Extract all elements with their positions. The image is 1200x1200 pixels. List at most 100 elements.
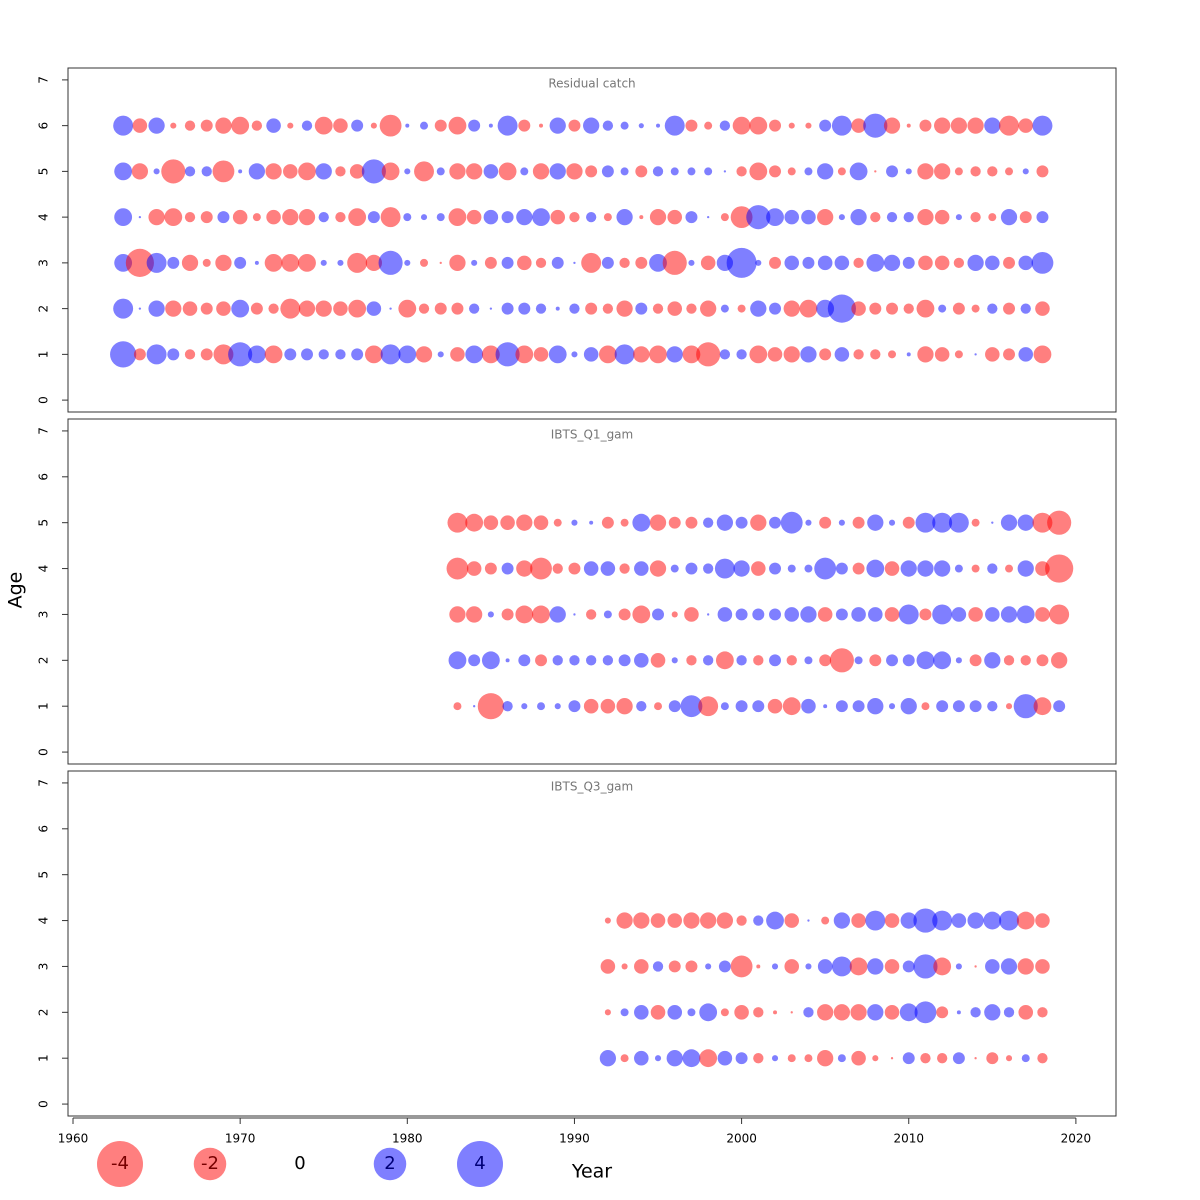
residual-bubble (649, 560, 667, 577)
residual-bubble (1017, 958, 1034, 975)
residual-bubble (212, 160, 235, 183)
residual-bubble (898, 604, 919, 625)
residual-bubble (750, 300, 767, 317)
residual-bubble (886, 211, 898, 223)
residual-bubble (685, 119, 698, 132)
residual-bubble (804, 564, 813, 573)
residual-bubble (682, 345, 701, 364)
residual-bubble (1047, 510, 1072, 535)
residual-bubble (500, 515, 515, 530)
residual-bubble (184, 211, 196, 223)
residual-bubble (420, 258, 429, 267)
residual-bubble (936, 700, 949, 713)
residual-bubble (720, 213, 729, 222)
residual-bubble (501, 608, 514, 621)
residual-bubble (586, 609, 597, 620)
residual-bubble (687, 167, 696, 176)
residual-bubble (700, 912, 717, 929)
residual-bubble (682, 1049, 701, 1068)
residual-bubble (639, 215, 644, 220)
residual-bubble (550, 209, 566, 225)
residual-bubble (365, 254, 383, 272)
y-tick-label: 4 (37, 917, 51, 925)
residual-bubble (234, 256, 247, 269)
residual-bubble (600, 959, 616, 974)
residual-bubble (465, 513, 484, 532)
residual-bubble (264, 253, 283, 272)
x-axis-label: Year (571, 1161, 612, 1183)
residual-bubble (1020, 655, 1031, 666)
residual-bubble (466, 209, 482, 225)
residual-bubble (719, 120, 731, 131)
residual-bubble (184, 166, 196, 177)
residual-bubble (200, 211, 213, 224)
residual-bubble (716, 912, 734, 929)
residual-bubble (934, 209, 950, 225)
legend-label: -4 (111, 1153, 129, 1174)
residual-bubble (971, 564, 980, 573)
y-tick-label: 7 (37, 427, 51, 435)
residual-bubble (837, 167, 846, 176)
residual-bubble (649, 208, 667, 226)
residual-bubble (484, 256, 497, 269)
residual-bubble (833, 912, 851, 929)
residual-bubble (854, 656, 863, 665)
residual-bubble (125, 248, 154, 277)
residual-bubble (852, 700, 865, 713)
residual-bubble (707, 215, 710, 219)
residual-bubble (835, 700, 848, 713)
residual-bubble (600, 561, 616, 576)
residual-bubble (633, 912, 650, 929)
residual-bubble (767, 347, 783, 362)
residual-bubble (635, 256, 648, 269)
residual-bubble (170, 122, 177, 129)
residual-bubble (767, 698, 783, 714)
residual-bubble (823, 704, 828, 709)
residual-bubble (616, 698, 633, 715)
residual-bubble (1017, 514, 1034, 531)
residual-bubble (449, 606, 466, 623)
residual-bubble (664, 115, 685, 136)
residual-bubble (803, 1007, 814, 1018)
residual-bubble (872, 1055, 879, 1062)
residual-bubble (703, 517, 714, 528)
residual-bubble (954, 350, 963, 359)
residual-bubble (1003, 256, 1016, 269)
y-tick-label: 6 (37, 122, 51, 130)
residual-bubble (466, 606, 483, 623)
residual-bubble (251, 120, 263, 131)
residual-bubble (805, 963, 812, 970)
residual-bubble (335, 166, 346, 177)
residual-bubble (685, 516, 698, 529)
y-tick-label: 1 (37, 351, 51, 359)
residual-bubble (146, 252, 167, 273)
residual-bubble (620, 167, 629, 176)
residual-bubble (282, 208, 299, 226)
residual-bubble (448, 208, 467, 227)
residual-bubble (215, 254, 232, 272)
residual-bubble (449, 163, 466, 180)
residual-bubble (635, 302, 648, 315)
residual-bubble (732, 116, 751, 135)
residual-bubble (666, 346, 683, 363)
residual-bubble (549, 606, 566, 623)
residual-bubble (586, 211, 597, 223)
residual-bubble (1036, 654, 1049, 667)
residual-bubble (735, 608, 748, 621)
residual-bubble (614, 344, 635, 365)
residual-bubble (688, 259, 695, 266)
y-tick-label: 1 (37, 1054, 51, 1062)
residual-bubble (819, 654, 832, 667)
residual-bubble (481, 345, 500, 364)
residual-bubble (684, 607, 699, 622)
residual-bubble (632, 513, 651, 532)
residual-bubble (530, 557, 552, 580)
residual-bubble (838, 214, 845, 221)
residual-bubble (216, 301, 231, 316)
residual-bubble (716, 514, 734, 531)
residual-bubble (161, 159, 186, 184)
residual-bubble (618, 654, 631, 667)
residual-bubble (783, 300, 800, 317)
residual-bubble (985, 959, 1000, 974)
residual-bubble (566, 163, 583, 180)
